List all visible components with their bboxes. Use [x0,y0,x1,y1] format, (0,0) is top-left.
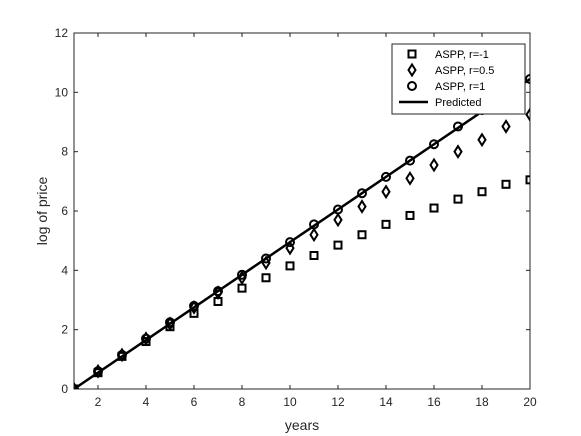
series-3 [74,77,530,389]
data-point-square [261,273,271,283]
x-tick-label: 10 [283,395,297,409]
data-point-diamond [453,144,463,160]
data-point-square [357,230,367,240]
data-point-square [333,240,343,250]
data-point-diamond [141,331,151,346]
data-point-circle [237,269,247,280]
y-tick-label: 6 [61,204,68,218]
x-tick-label: 16 [427,395,441,409]
legend-marker-circle [407,81,417,91]
legend-label: ASPP, r=-1 [435,49,489,61]
data-point-circle [381,171,391,182]
y-tick-label: 0 [61,382,68,396]
y-tick-label: 8 [61,145,68,159]
x-tick-label: 12 [331,395,345,409]
data-point-diamond [309,227,319,243]
x-tick-label: 14 [379,395,393,409]
data-point-square [525,175,530,185]
data-point-square [477,187,487,197]
data-point-square [381,219,391,229]
y-tick-label: 10 [55,85,69,99]
y-tick-label: 4 [61,263,68,277]
data-point-diamond [117,347,127,363]
legend-marker-square [407,49,417,59]
data-point-diamond [429,157,439,173]
data-point-circle [333,204,343,215]
legend-label: ASPP, r=0.5 [435,65,494,77]
data-point-square [429,203,439,213]
data-point-square [405,210,415,220]
data-point-square [501,179,511,189]
x-tick-label: 2 [95,395,102,409]
x-tick-label: 20 [523,395,537,409]
legend: ASPP, r=-1 ASPP, r=0.5 ASPP, r=1 Predicted [391,43,526,115]
data-point-square [453,194,463,204]
legend-label: Predicted [435,97,481,109]
data-point-diamond [501,119,511,134]
data-point-diamond [357,199,367,214]
data-point-square [285,261,295,271]
x-axis-label: years [285,417,319,433]
y-tick-label: 12 [55,26,69,40]
data-point-circle [285,237,295,248]
x-tick-label: 8 [239,395,246,409]
data-point-circle [525,73,530,84]
data-point-diamond [333,212,343,228]
data-point-circle [261,253,271,264]
data-point-square [309,251,319,260]
y-axis-label: log of price [34,177,50,246]
y-tick-label: 2 [61,323,68,337]
data-point-circle [405,155,415,166]
series-line-predicted [74,77,530,389]
data-point-circle [429,139,439,150]
data-point-circle [357,188,367,199]
data-point-diamond [93,363,103,379]
x-tick-label: 4 [143,395,150,409]
legend-marker-diamond [407,62,417,78]
data-point-diamond [405,171,415,186]
x-tick-label: 18 [475,395,489,409]
data-point-diamond [381,184,391,200]
data-point-circle [213,286,223,297]
legend-label: ASPP, r=1 [435,81,485,93]
x-tick-label: 6 [191,395,198,409]
data-point-diamond [525,107,530,122]
data-point-diamond [477,132,487,148]
